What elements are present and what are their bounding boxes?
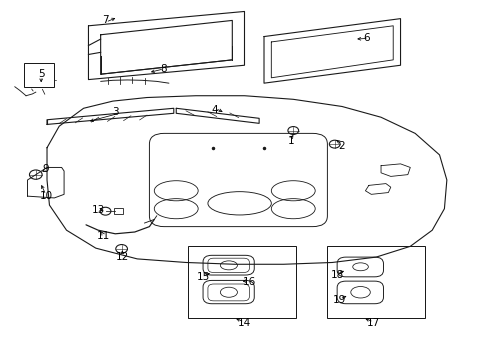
Text: 1: 1 [287, 136, 294, 145]
Text: 6: 6 [363, 33, 369, 43]
Text: 10: 10 [40, 191, 53, 201]
Text: 19: 19 [332, 295, 346, 305]
Text: 4: 4 [211, 105, 218, 115]
Text: 7: 7 [102, 15, 109, 26]
Text: 17: 17 [366, 319, 380, 328]
Text: 11: 11 [96, 231, 109, 240]
Text: 9: 9 [42, 164, 49, 174]
Text: 13: 13 [91, 206, 104, 216]
Text: 14: 14 [237, 319, 251, 328]
Text: 5: 5 [38, 69, 44, 79]
Text: 3: 3 [112, 107, 119, 117]
Text: 18: 18 [330, 270, 343, 280]
Text: 15: 15 [196, 272, 209, 282]
Text: 16: 16 [242, 277, 256, 287]
Text: 12: 12 [116, 252, 129, 262]
Text: 2: 2 [338, 141, 345, 151]
Text: 8: 8 [161, 64, 167, 74]
